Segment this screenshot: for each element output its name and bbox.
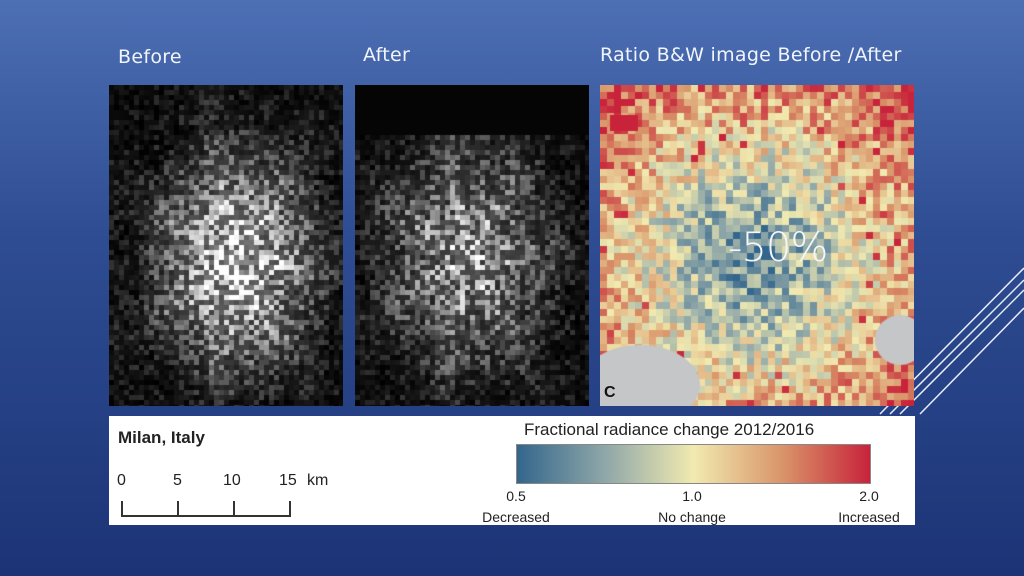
night-lights-before-image [109,85,343,406]
scale-bar [121,501,291,517]
scale-label-0: 0 [117,472,126,489]
place-name: Milan, Italy [118,428,205,447]
colorbar-tick-mid: 1.0 [682,488,702,504]
legend-box: Milan, Italy 0 5 10 15 km Fractional rad… [109,416,915,525]
scale-label-10: 10 [223,472,241,489]
ratio-change-map: -50% C [600,85,914,406]
colorbar-title: Fractional radiance change 2012/2016 [524,420,815,439]
heading-ratio: Ratio B&W image Before /After [600,44,902,66]
colorbar-desc-no-change: No change [658,509,726,525]
scale-unit: km [307,472,329,489]
scale-label-15: 15 [279,472,297,489]
percent-change-label: -50% [728,225,828,271]
panel-letter: C [604,384,616,401]
colorbar [516,444,871,484]
colorbar-tick-low: 0.5 [506,488,526,504]
scale-label-5: 5 [173,472,182,489]
heading-before: Before [118,46,182,68]
night-lights-after-image [355,85,589,406]
heading-after: After [363,44,411,66]
colorbar-desc-increased: Increased [838,509,900,525]
colorbar-desc-decreased: Decreased [482,509,550,525]
colorbar-tick-high: 2.0 [859,488,879,504]
